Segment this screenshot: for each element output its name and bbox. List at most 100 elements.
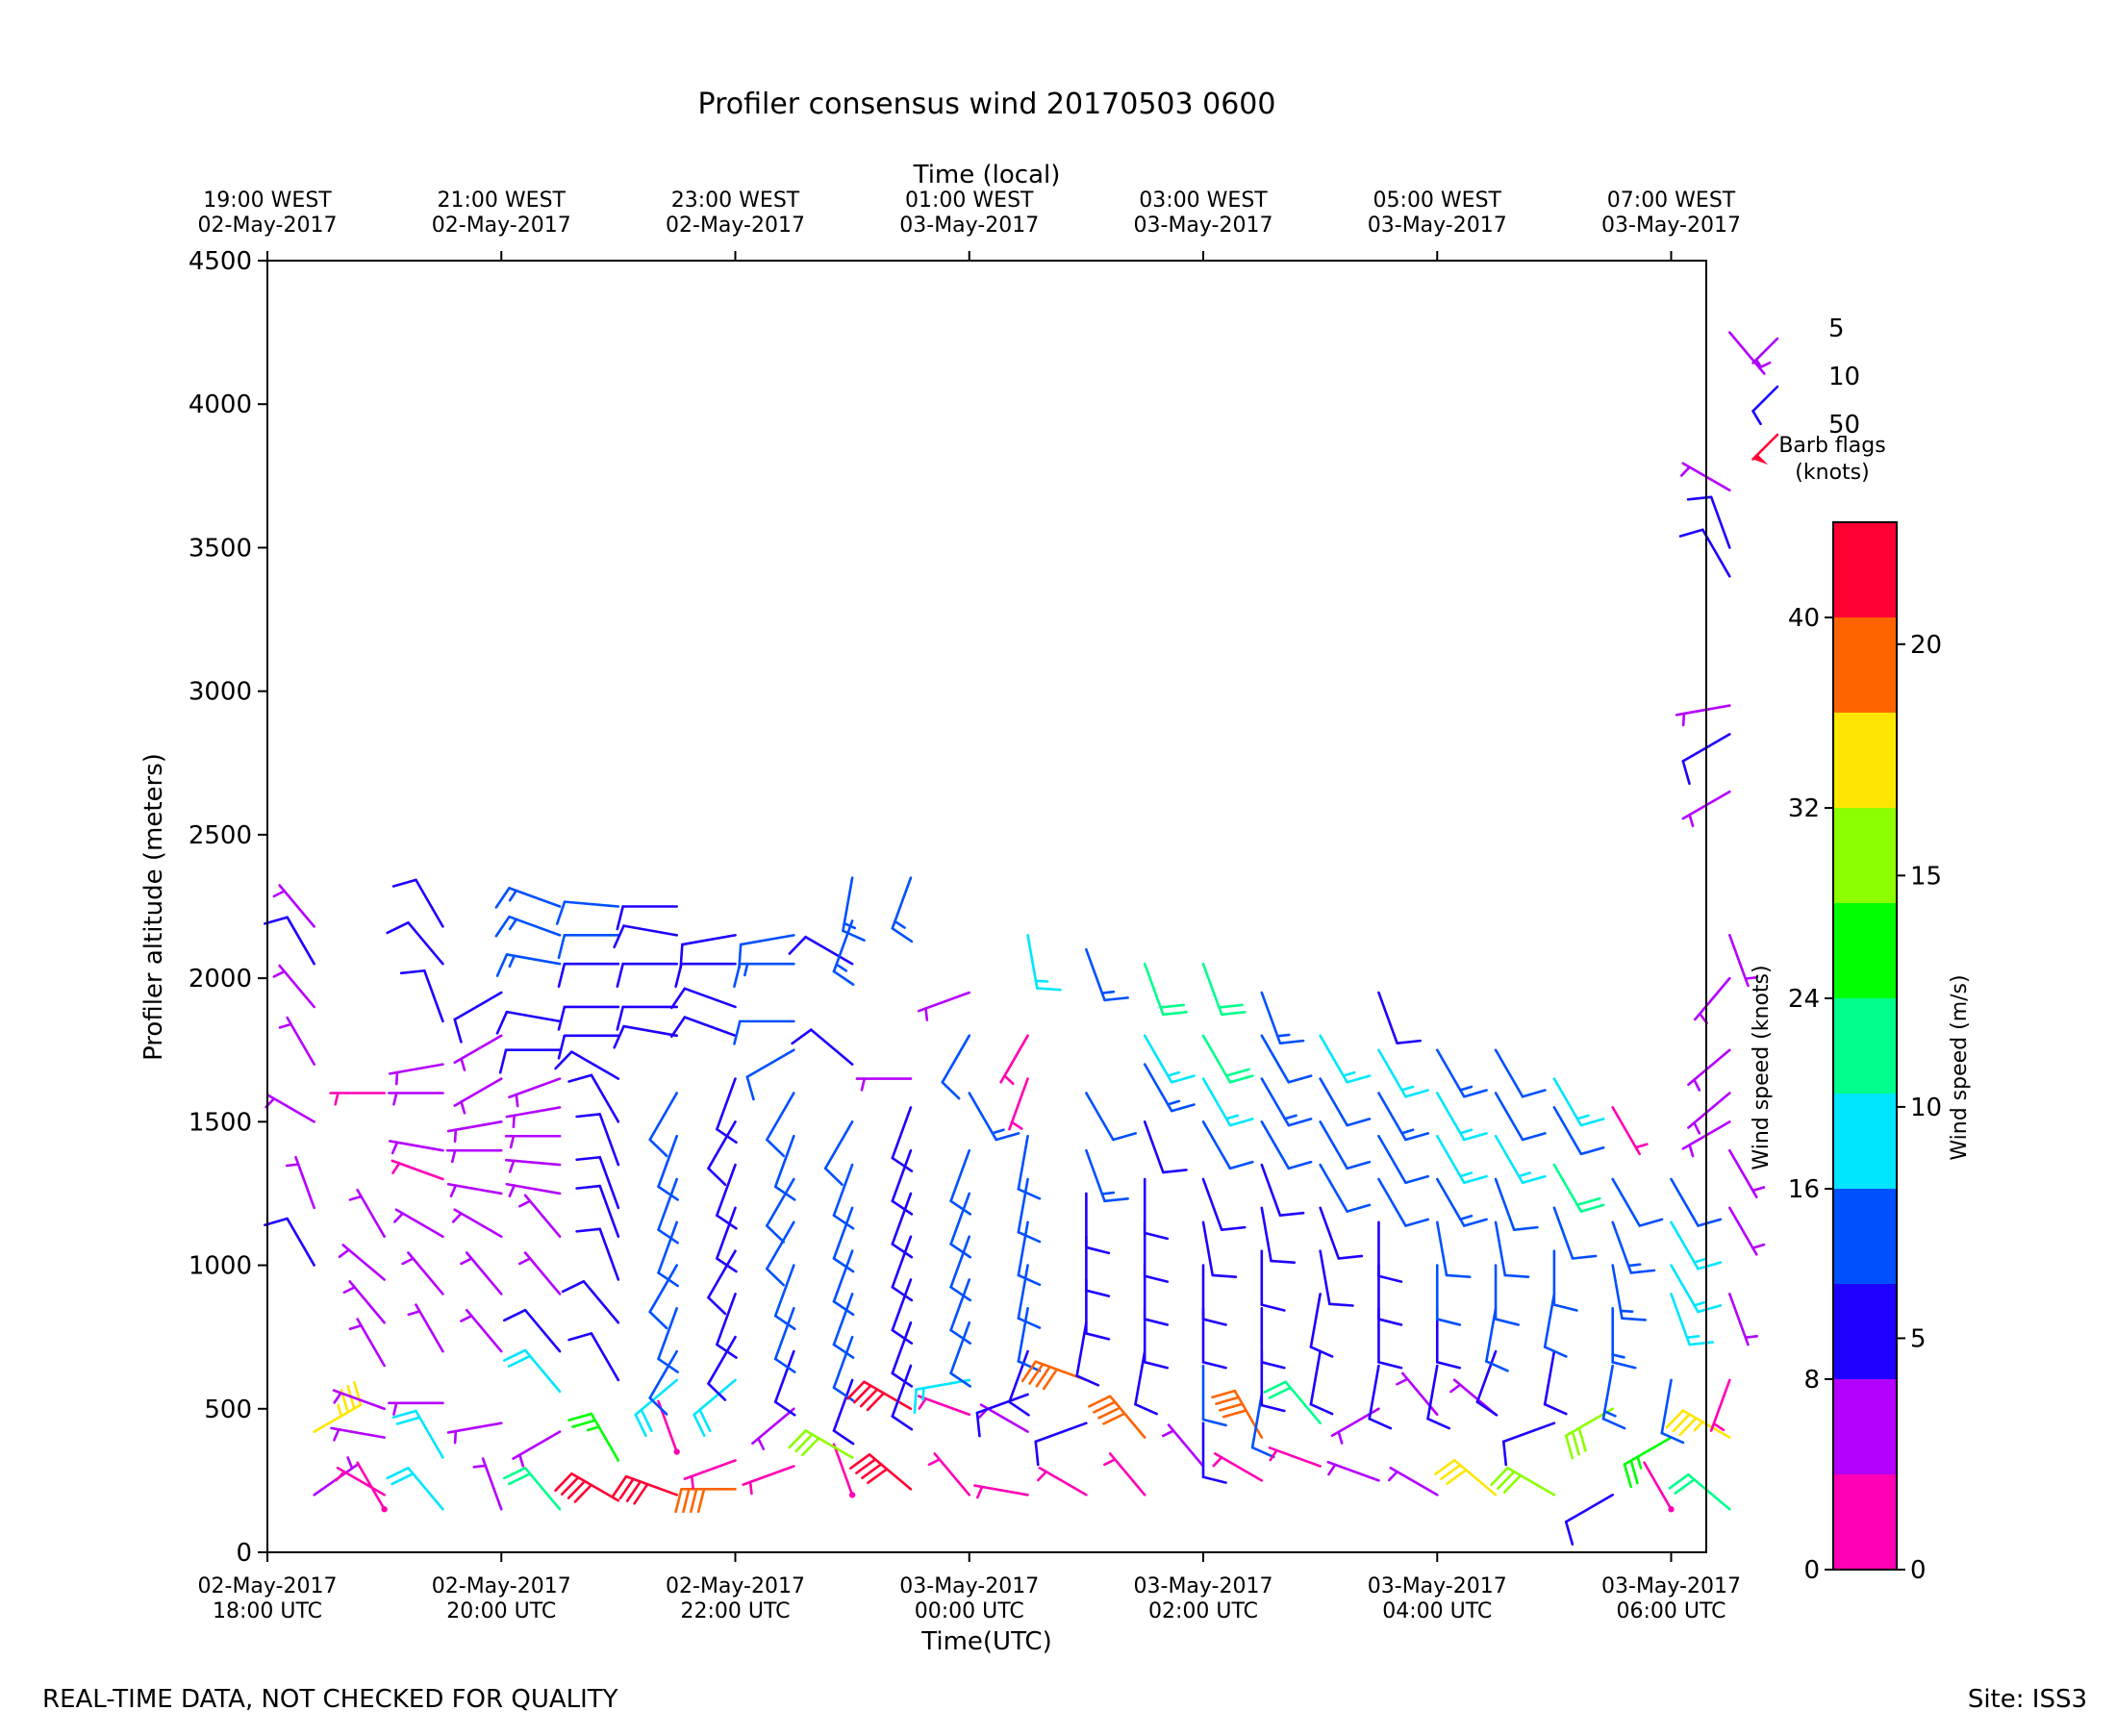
- barb-staff: [415, 1303, 444, 1353]
- wind-barb: [973, 1484, 1029, 1499]
- barb-staff: [1017, 1264, 1029, 1321]
- wind-barb: [575, 1113, 620, 1167]
- wind-barb: [1201, 1264, 1227, 1326]
- x-top-tick-label: 19:00 WEST: [203, 189, 332, 213]
- wind-barb: [391, 1409, 444, 1459]
- wind-barb: [1319, 1077, 1372, 1127]
- barb-staff: [1435, 1048, 1466, 1098]
- barb-staff: [1309, 1293, 1322, 1348]
- barb-staff: [504, 1158, 562, 1167]
- wind-barb: [693, 1378, 737, 1438]
- barb-staff: [949, 1192, 971, 1245]
- barb-staff: [681, 934, 737, 946]
- barb-full: [1088, 1395, 1112, 1408]
- barb-staff: [742, 1465, 795, 1486]
- wind-barb: [1668, 1472, 1731, 1511]
- barb-staff: [1143, 1034, 1173, 1084]
- barb-half: [346, 1456, 354, 1470]
- wind-barb: [616, 962, 678, 989]
- colorbar-segment: [1833, 1094, 1897, 1189]
- barb-staff: [1611, 1177, 1641, 1227]
- wind-barb: [1377, 991, 1423, 1044]
- wind-barb: [1309, 1349, 1334, 1416]
- barb-staff: [523, 1348, 562, 1394]
- barb-half: [1166, 1070, 1181, 1077]
- wind-barb: [1201, 1307, 1227, 1370]
- barb-half: [1283, 1114, 1297, 1120]
- wind-barb: [674, 962, 737, 989]
- barb-staff: [1389, 1467, 1439, 1497]
- barb-staff: [1108, 1395, 1146, 1439]
- wind-barb: [1494, 1134, 1547, 1185]
- barb-full: [399, 969, 426, 975]
- barb-full: [891, 1415, 914, 1431]
- barb-staff: [465, 1251, 503, 1296]
- barb-full: [567, 1073, 593, 1083]
- barb-staff: [1670, 1220, 1700, 1271]
- wind-barb: [832, 1163, 855, 1230]
- wind-barb: [1143, 962, 1188, 1017]
- wind-barb: [332, 1389, 386, 1411]
- wind-barb: [264, 1217, 315, 1267]
- barb-staff: [975, 1393, 1029, 1415]
- wind-barb: [1319, 1034, 1372, 1084]
- barb-staff: [891, 1148, 913, 1203]
- barb-staff: [286, 916, 315, 966]
- barb-staff: [422, 969, 444, 1023]
- barb-full: [1346, 1074, 1372, 1084]
- barb-full: [1017, 1273, 1042, 1287]
- barb-half: [1688, 813, 1695, 828]
- barb-full: [949, 1243, 971, 1259]
- barb-half: [1327, 1463, 1337, 1476]
- wind-barb: [891, 1235, 914, 1302]
- barb-staff: [523, 1251, 562, 1296]
- barb-staff: [832, 1249, 854, 1303]
- wind-barb: [386, 920, 444, 966]
- barb-staff: [1143, 962, 1165, 1017]
- barb-full: [557, 1034, 567, 1060]
- barb-full: [975, 1411, 981, 1438]
- wind-barb: [1552, 1106, 1605, 1156]
- barb-staff: [415, 1409, 444, 1459]
- barb-staff: [683, 987, 737, 1009]
- barb-full: [554, 1472, 573, 1493]
- barb-full: [1170, 1074, 1196, 1084]
- wind-barb: [494, 915, 562, 938]
- barb-staff: [1675, 704, 1731, 717]
- barb-staff: [407, 1467, 444, 1511]
- barb-full: [1623, 1463, 1632, 1489]
- barb-staff: [891, 1364, 913, 1418]
- barb-half: [518, 1453, 525, 1468]
- barb-half: [921, 1386, 925, 1401]
- colorbar-segment: [1833, 903, 1897, 998]
- barb-full: [716, 1343, 738, 1359]
- barb-half: [517, 1257, 532, 1266]
- colorbar: Wind speed (knots) Wind speed (m/s) 0 8 16…: [1750, 521, 1972, 1585]
- wind-barb: [504, 1134, 562, 1149]
- barb-full: [1579, 1203, 1605, 1213]
- wind-barb: [1075, 1321, 1100, 1387]
- barb-staff: [1326, 1460, 1380, 1482]
- barb-staff: [1017, 1307, 1029, 1363]
- wind-barb: [1377, 1177, 1430, 1227]
- barb-full: [1629, 1269, 1656, 1274]
- barb-full: [1426, 1417, 1450, 1430]
- barb-full: [386, 1467, 410, 1480]
- wind-barb: [504, 1158, 562, 1173]
- barb-full: [1552, 1303, 1578, 1312]
- barb-staff: [823, 1120, 854, 1170]
- barb-half: [449, 1184, 458, 1197]
- barb-full: [1571, 1430, 1580, 1456]
- barb-staff: [832, 1206, 854, 1260]
- barb-full: [1042, 1368, 1059, 1391]
- barb-full: [1512, 1225, 1539, 1231]
- x-tick-label: 00:00 UTC: [915, 1599, 1024, 1623]
- barb-full: [1287, 1160, 1313, 1170]
- barb-full: [1404, 1132, 1430, 1142]
- wind-barb: [742, 1465, 795, 1496]
- barb-legend-item: 10: [1751, 363, 1860, 426]
- wind-barb: [1201, 1177, 1247, 1231]
- barb-staff: [1233, 1389, 1264, 1439]
